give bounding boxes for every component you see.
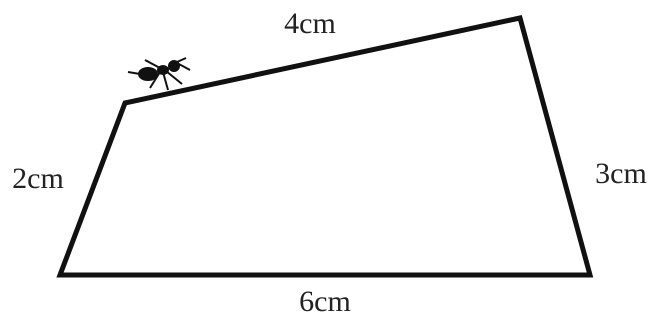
side-label: 2cm [12, 162, 64, 195]
quadrilateral [60, 18, 590, 275]
side-label: 4cm [284, 7, 336, 40]
side-label: 3cm [595, 157, 647, 190]
side-label: 6cm [299, 285, 351, 318]
ant [128, 58, 190, 90]
diagram: 4cm 3cm 6cm 2cm [0, 0, 660, 320]
